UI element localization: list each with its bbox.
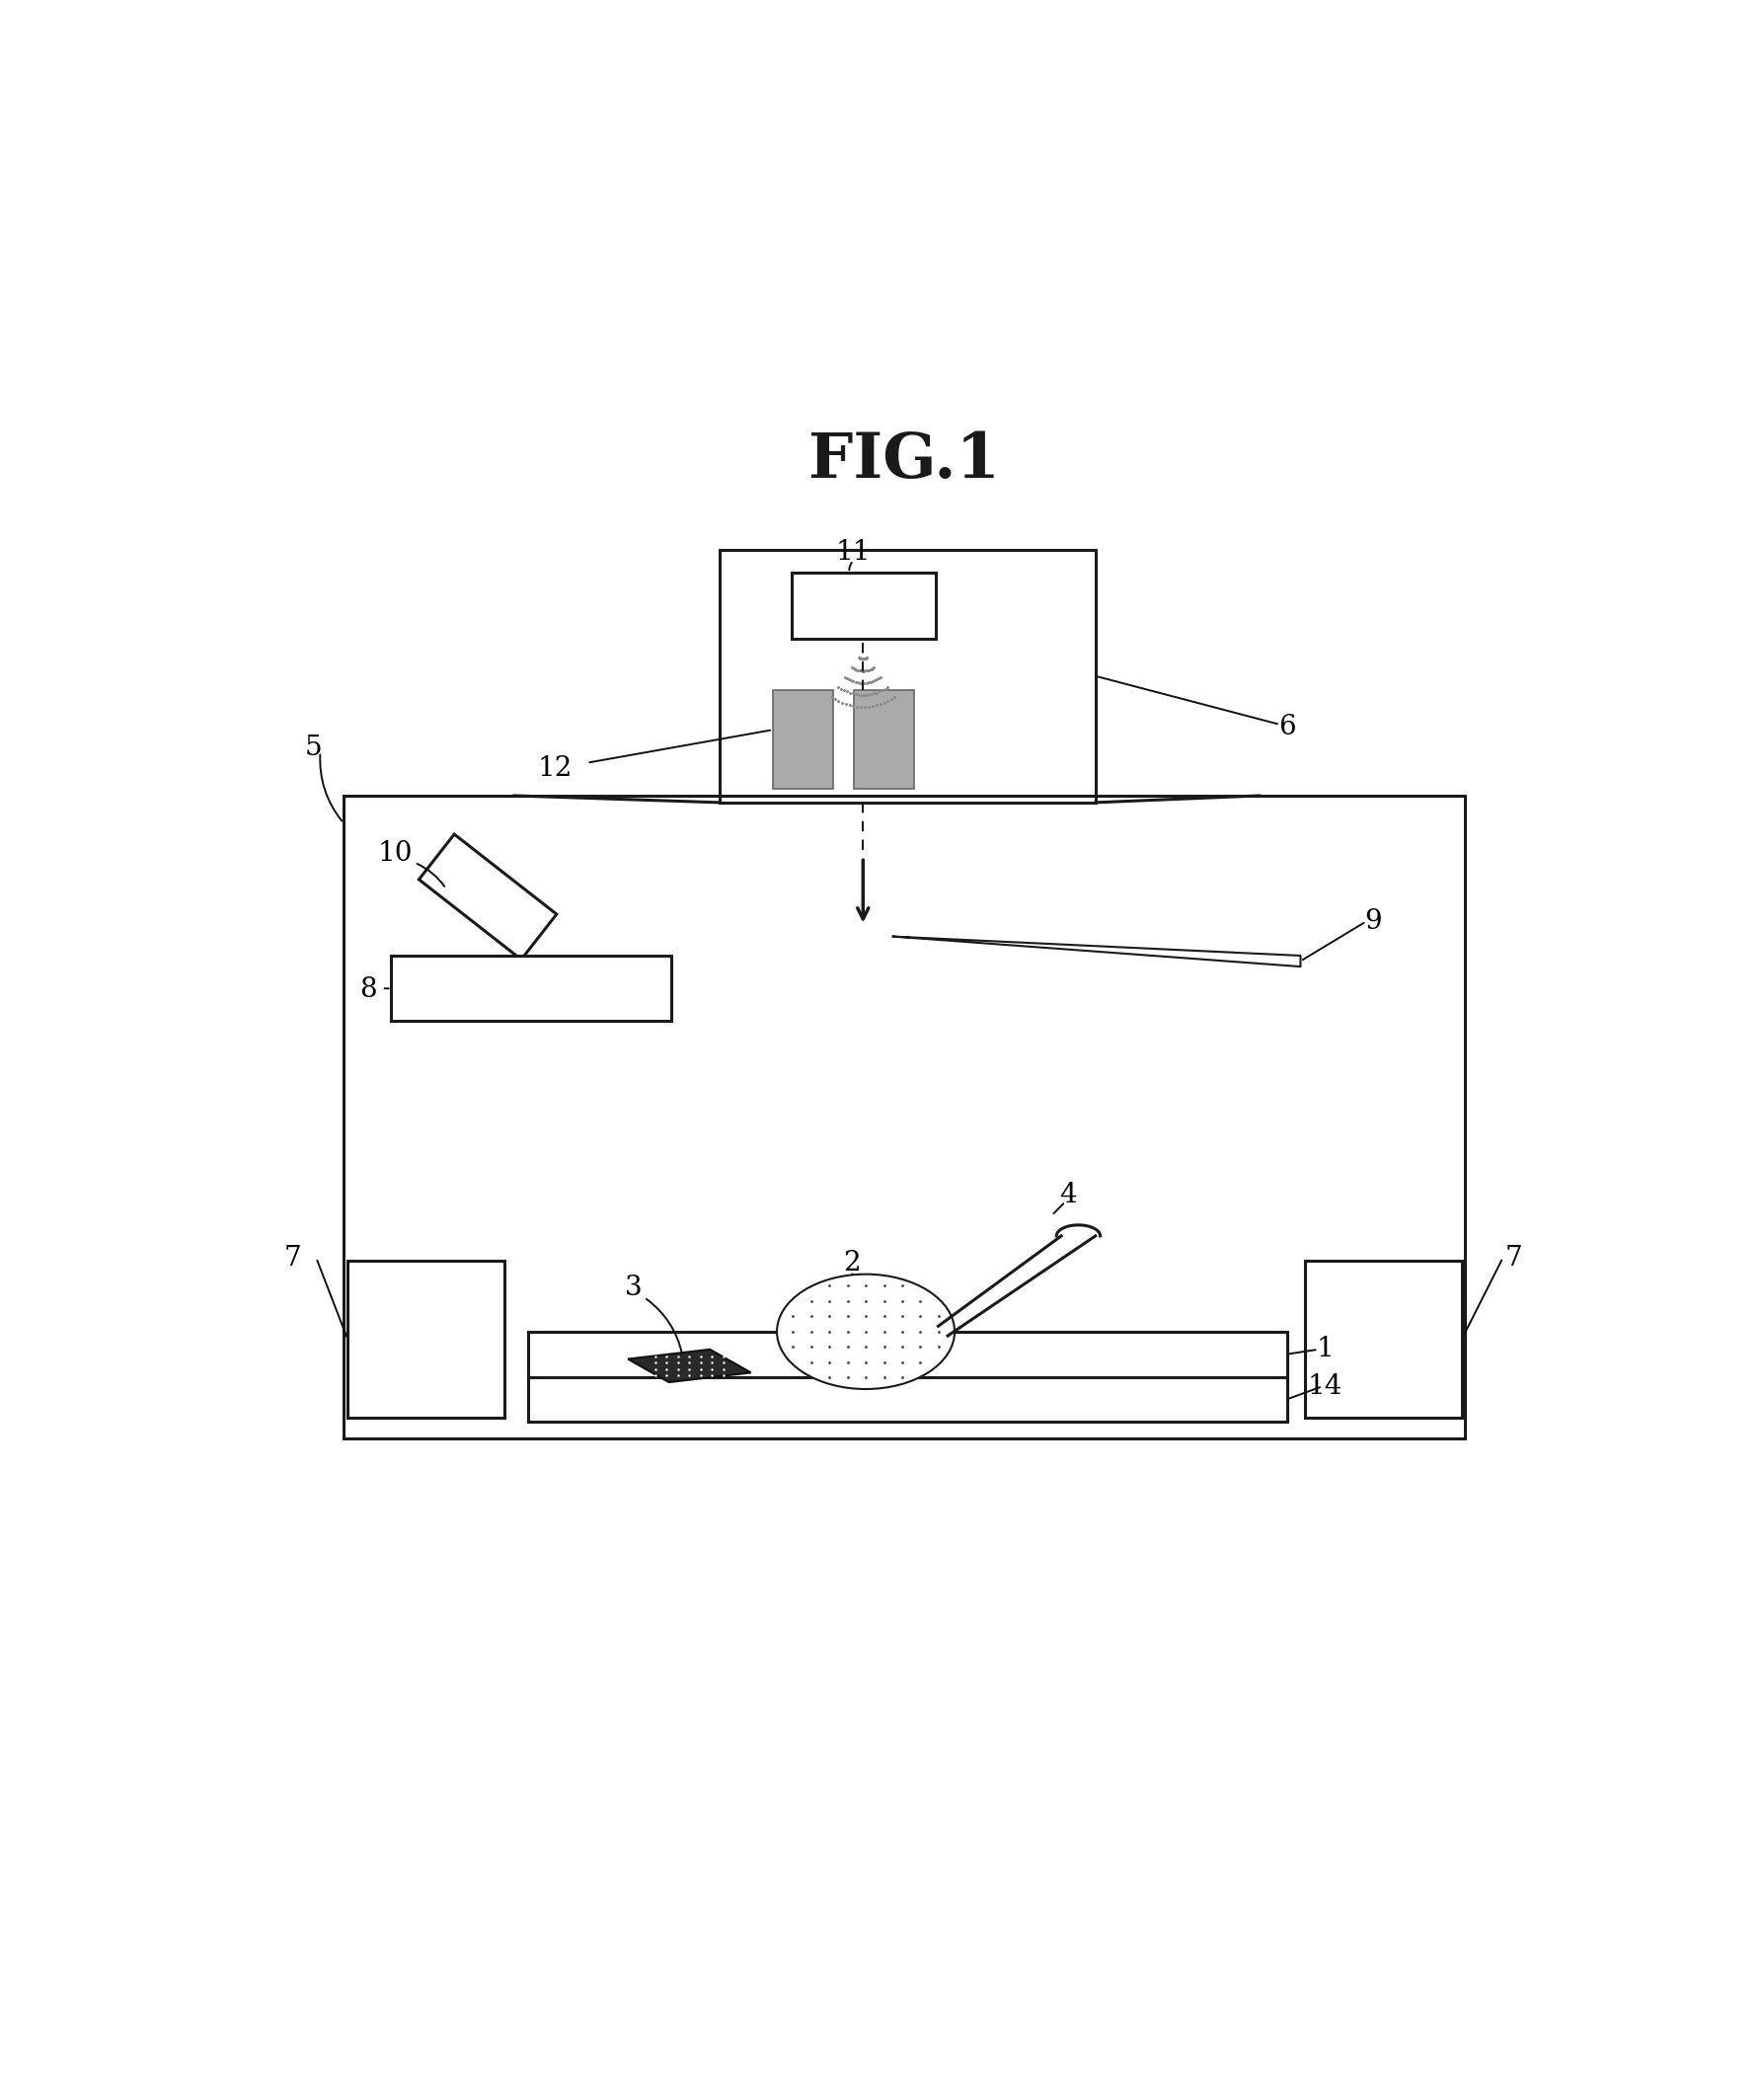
Text: 5: 5 [305, 734, 323, 761]
Bar [1305, 1260, 1462, 1417]
Text: 14: 14 [1307, 1373, 1342, 1400]
Text: 1: 1 [1316, 1336, 1334, 1363]
Bar [392, 955, 672, 1022]
Text: 7: 7 [284, 1244, 302, 1271]
Bar [792, 573, 935, 637]
Bar [344, 796, 1464, 1438]
Bar [854, 690, 914, 788]
Text: 12: 12 [538, 754, 573, 782]
Ellipse shape [776, 1275, 954, 1390]
Text: FIG.1: FIG.1 [808, 431, 1000, 491]
Text: 6: 6 [1279, 715, 1295, 740]
Bar [773, 690, 833, 788]
Text: 2: 2 [843, 1250, 861, 1277]
Text: 11: 11 [836, 539, 871, 566]
Bar [720, 550, 1095, 803]
Bar [527, 1377, 1288, 1421]
Bar [527, 1331, 1288, 1377]
Text: 10: 10 [377, 840, 413, 867]
Text: 3: 3 [624, 1275, 642, 1302]
Text: 8: 8 [360, 976, 377, 1003]
Text: 9: 9 [1364, 909, 1381, 934]
Polygon shape [628, 1350, 751, 1381]
Bar [348, 1260, 505, 1417]
Text: 7: 7 [1505, 1244, 1522, 1271]
Bar [418, 834, 557, 959]
Text: 4: 4 [1060, 1181, 1076, 1208]
